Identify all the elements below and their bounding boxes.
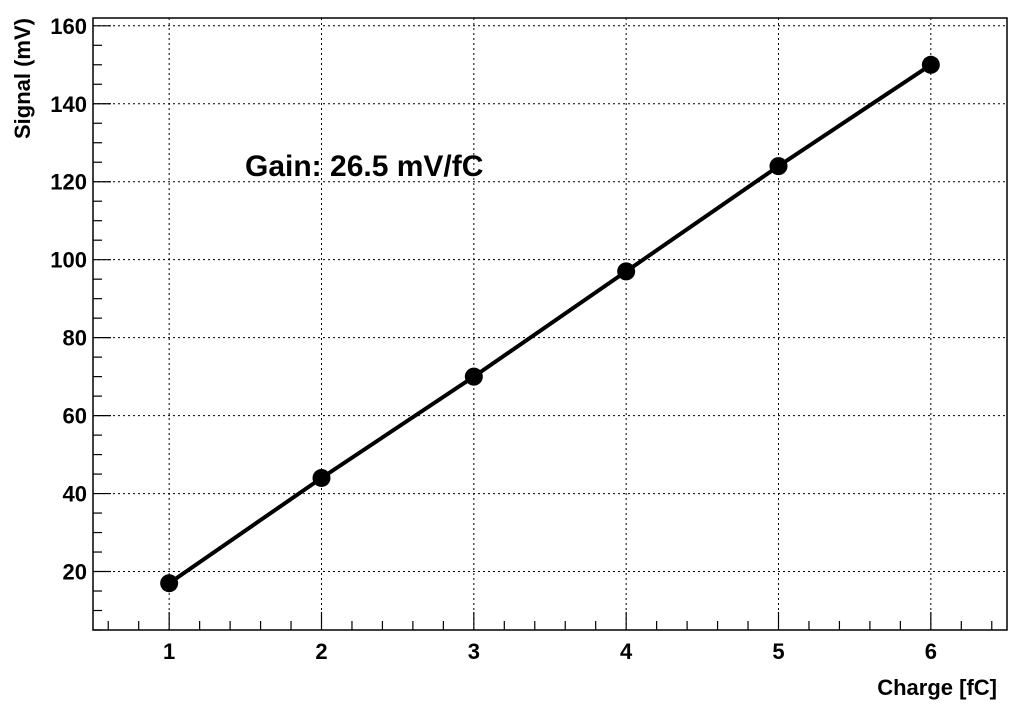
data-point xyxy=(617,262,636,281)
series-layer xyxy=(160,55,940,593)
grid-layer xyxy=(93,18,1007,630)
data-point xyxy=(769,157,788,176)
x-axis-title: Charge [fC] xyxy=(877,675,997,700)
x-tick-label: 6 xyxy=(925,639,937,664)
x-tick-label: 3 xyxy=(468,639,480,664)
x-tick-label: 4 xyxy=(620,639,633,664)
y-tick-label: 40 xyxy=(63,482,87,507)
y-axis-title: Signal (mV) xyxy=(10,18,35,139)
y-tick-label: 20 xyxy=(63,560,87,585)
y-tick-label: 140 xyxy=(50,92,87,117)
x-tick-label: 1 xyxy=(163,639,175,664)
data-point xyxy=(160,574,179,593)
data-point xyxy=(464,367,483,386)
y-tick-label: 100 xyxy=(50,248,87,273)
y-tick-label: 80 xyxy=(63,326,87,351)
data-point xyxy=(921,55,940,74)
plot-frame xyxy=(92,17,1008,631)
y-tick-label: 60 xyxy=(63,404,87,429)
y-tick-label: 160 xyxy=(50,14,87,39)
tick-layer: 1 2 3 4 5 6 20 40 60 80 100 120 140 160 xyxy=(50,14,993,664)
data-point xyxy=(312,468,331,487)
series-line xyxy=(168,63,932,585)
gain-annotation: Gain: 26.5 mV/fC xyxy=(245,150,483,183)
y-tick-label: 120 xyxy=(50,170,87,195)
x-tick-label: 2 xyxy=(315,639,327,664)
x-tick-label: 5 xyxy=(772,639,784,664)
